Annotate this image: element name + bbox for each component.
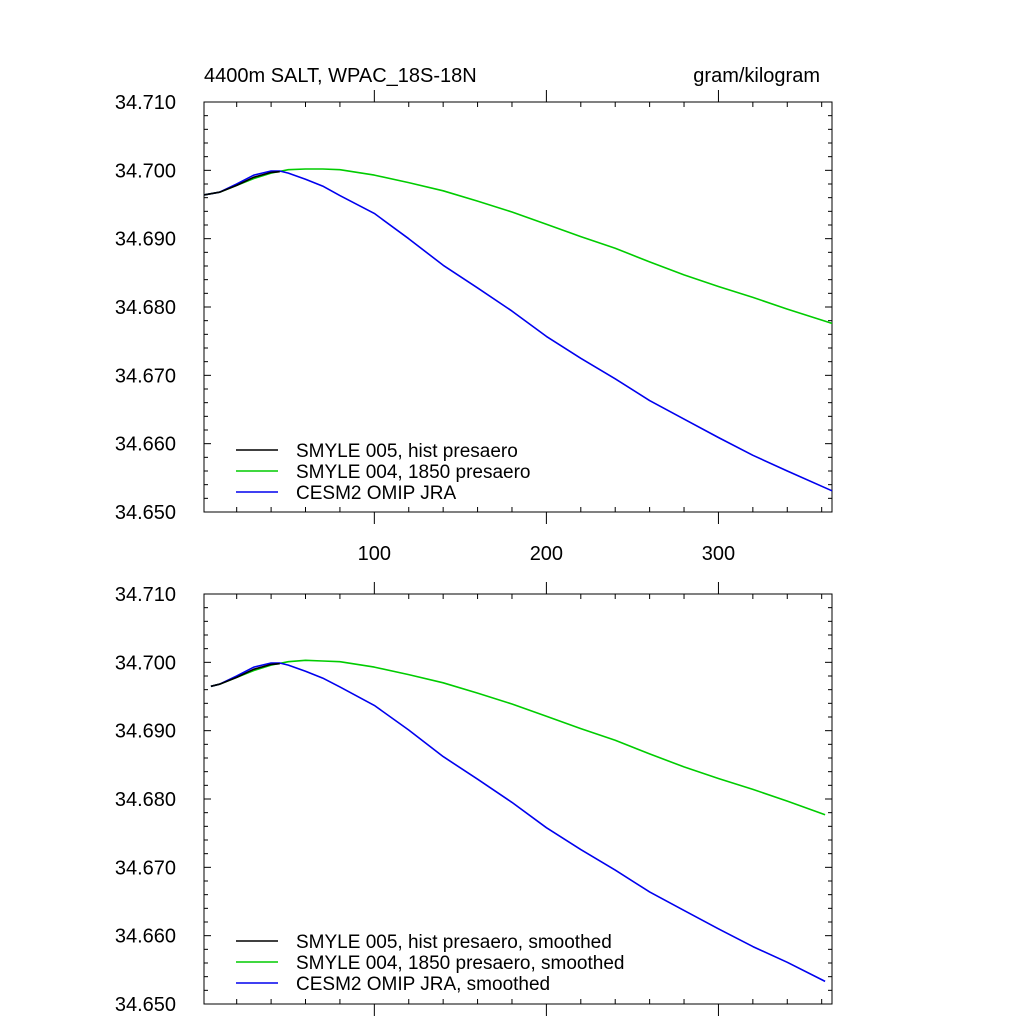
legend-label: CESM2 OMIP JRA: [296, 483, 456, 504]
x-tick-label: 200: [530, 543, 563, 565]
x-tick-label: 300: [702, 543, 735, 565]
legend-label: SMYLE 005, hist presaero, smoothed: [296, 932, 612, 953]
series-line: [203, 170, 280, 196]
y-tick-label: 34.690: [115, 721, 176, 743]
y-tick-label: 34.660: [115, 926, 176, 948]
legend-label: SMYLE 005, hist presaero: [296, 441, 518, 462]
legend-label: SMYLE 004, 1850 presaero: [296, 462, 531, 483]
legend-label: CESM2 OMIP JRA, smoothed: [296, 974, 550, 995]
y-tick-label: 34.690: [115, 229, 176, 251]
series-line: [203, 168, 833, 325]
y-tick-label: 34.670: [115, 365, 176, 387]
series-line: [210, 659, 826, 816]
y-tick-label: 34.680: [115, 789, 176, 811]
y-tick-label: 34.670: [115, 857, 176, 879]
y-tick-label: 34.700: [115, 160, 176, 182]
chart-title-left: 4400m SALT, WPAC_18S-18N: [204, 65, 477, 87]
y-tick-label: 34.710: [115, 584, 176, 606]
y-tick-label: 34.710: [115, 92, 176, 114]
y-tick-label: 34.650: [115, 994, 176, 1016]
legend-label: SMYLE 004, 1850 presaero, smoothed: [296, 953, 624, 974]
lower-chart-panel: 34.650 34.660 34.670 34.680 34.690 34.700 34.7…: [115, 582, 833, 1016]
y-tick-label: 34.660: [115, 434, 176, 456]
y-tick-label: 34.650: [115, 502, 176, 524]
series-line: [203, 170, 833, 492]
series-line: [210, 662, 826, 983]
y-tick-label: 34.680: [115, 297, 176, 319]
chart-title-right: gram/kilogram: [693, 65, 820, 87]
series-line: [210, 662, 280, 688]
y-tick-label: 34.700: [115, 652, 176, 674]
upper-chart-panel: 34.650 34.660 34.670 34.680 34.690 34.700 34.7…: [115, 65, 833, 565]
x-tick-label: 100: [358, 543, 391, 565]
